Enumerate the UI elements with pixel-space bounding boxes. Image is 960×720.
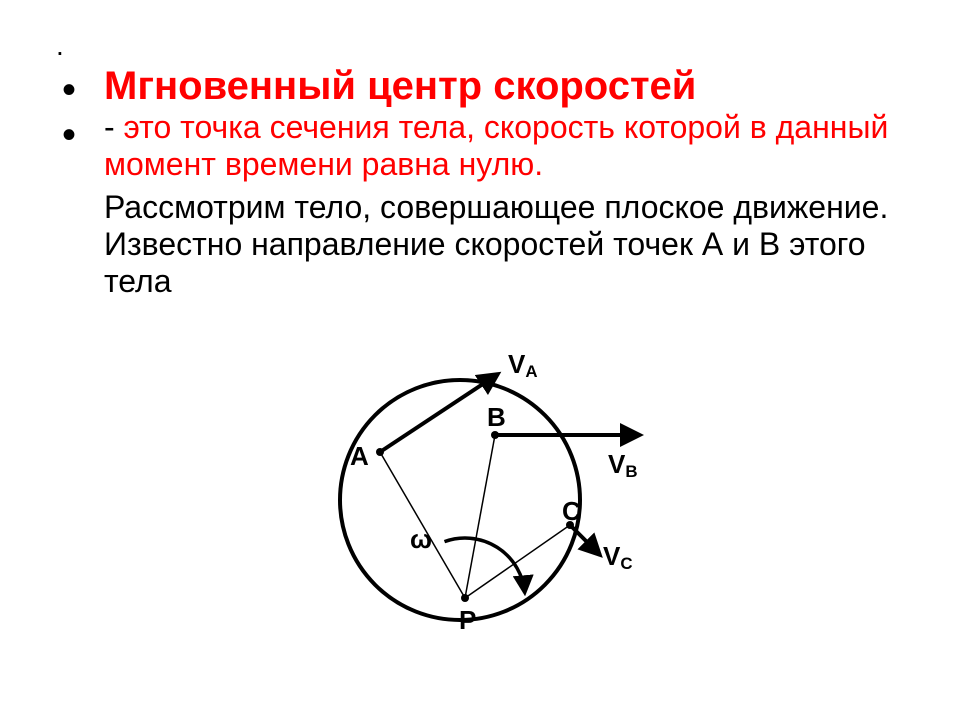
definition-text: это точка сечения тела, скорость которой…	[104, 109, 888, 182]
point-label-C: C	[562, 496, 581, 527]
point-label-A: A	[350, 441, 369, 472]
point-label-P: P	[459, 605, 476, 636]
omega-label: ω	[410, 524, 432, 555]
bullet-list: Мгновенный центр скоростей - это точка с…	[56, 64, 904, 183]
title-bullet: Мгновенный центр скоростей	[56, 64, 904, 109]
vector-label-C: VC	[603, 541, 633, 574]
diagram-svg	[270, 330, 690, 650]
leading-dot: .	[56, 32, 904, 60]
vector-label-B: VB	[608, 449, 638, 482]
diagram: A B C P VA VB VC ω	[270, 330, 690, 650]
slide-title: Мгновенный центр скоростей	[104, 64, 696, 108]
vector-label-A: VA	[508, 349, 538, 382]
body-paragraph: Рассмотрим тело, совершающее плоское дви…	[56, 189, 904, 300]
definition-lead: -	[104, 109, 124, 145]
definition-bullet: - это точка сечения тела, скорость котор…	[56, 109, 904, 183]
point-label-B: B	[487, 402, 506, 433]
slide: . Мгновенный центр скоростей - это точка…	[0, 0, 960, 720]
